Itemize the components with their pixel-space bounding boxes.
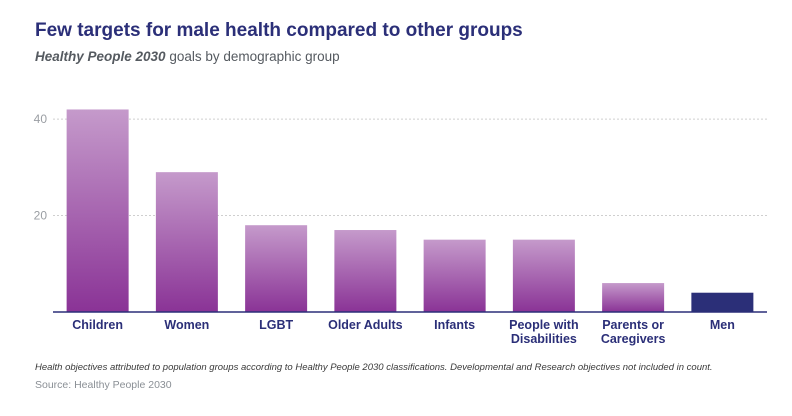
category-label: Infants: [434, 318, 475, 332]
y-tick-label: 20: [34, 209, 48, 223]
category-label: Men: [710, 318, 735, 332]
category-label: Disabilities: [511, 332, 577, 346]
category-label: Children: [72, 318, 123, 332]
subtitle-description: goals by demographic group: [165, 49, 340, 64]
bar-men: [691, 292, 754, 312]
y-tick-label: 40: [34, 112, 48, 126]
category-label: Older Adults: [328, 318, 403, 332]
bar-people-with-disabilities: [512, 239, 575, 312]
source-note: Source: Healthy People 2030: [35, 379, 172, 391]
footnote: Health objectives attributed to populati…: [35, 362, 713, 373]
bar-children: [66, 109, 129, 312]
category-label: People with: [509, 318, 578, 332]
category-label: LGBT: [259, 318, 293, 332]
bar-infants: [423, 239, 486, 312]
bars: [66, 109, 754, 312]
category-label: Parents or: [602, 318, 664, 332]
category-label: Women: [164, 318, 209, 332]
bar-lgbt: [245, 225, 308, 312]
bar-older-adults: [334, 230, 397, 312]
category-labels: Children Women LGBT Older Adults Infants Peop…: [72, 318, 735, 346]
chart-subtitle: Healthy People 2030 goals by demographic…: [35, 49, 340, 64]
subtitle-source-name: Healthy People 2030: [35, 49, 166, 64]
chart-title: Few targets for male health compared to …: [35, 20, 523, 41]
bar-parents-or-caregivers: [602, 283, 665, 312]
category-label: Caregivers: [601, 332, 666, 346]
bar-women: [155, 172, 218, 312]
